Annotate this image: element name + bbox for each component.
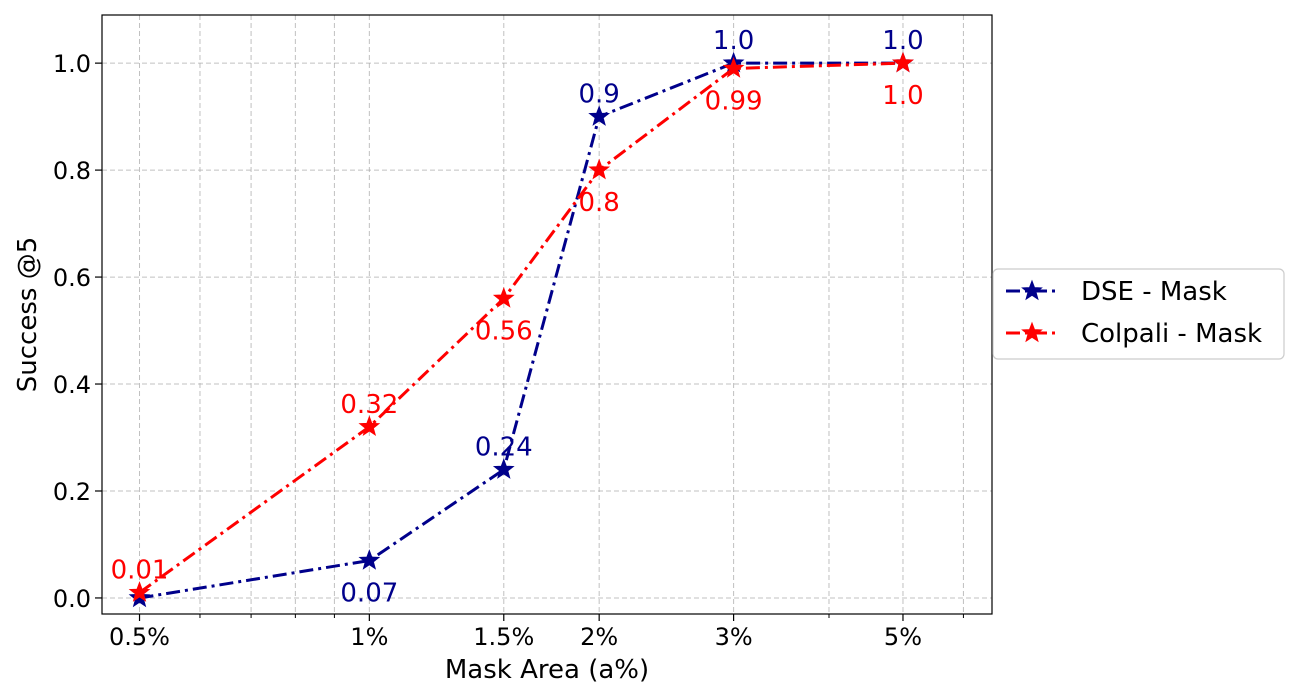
data-label: 0.56 [475,316,533,346]
series-line [139,61,903,600]
grid [102,15,992,614]
series-0: 0.07 0.24 0.9 1.0 1.0 [128,26,924,609]
legend-swatch-star [1021,279,1043,301]
y-tick-label: 0.8 [53,157,91,185]
data-point [358,415,381,437]
data-point [358,549,381,570]
x-tick-label: 1% [350,623,388,651]
series-layer: 0.07 0.24 0.9 1.0 1.0 0.01 0.32 0.56 0.8 0.99 1.0 [111,26,924,608]
legend-label: Colpali - Mask [1081,319,1262,349]
legend-box [992,268,1285,360]
data-label: 0.32 [340,390,398,420]
data-label: 0.9 [578,80,619,110]
data-label: 0.01 [111,556,169,586]
data-point [588,105,611,126]
data-label: 0.07 [340,579,398,609]
y-tick-label: 1.0 [53,50,91,78]
legend-label: DSE - Mask [1081,277,1227,307]
data-label: 0.8 [578,188,619,218]
y-axis-title: Success @5 [13,237,43,392]
plot-frame [101,14,993,615]
legend: DSE - Mask Colpali - Mask [992,268,1285,360]
y-tick-label: 0.6 [53,264,91,292]
x-tick-label: 0.5% [109,623,170,651]
data-label: 1.0 [882,81,923,111]
x-tick-label: 1.5% [473,623,534,651]
data-label: 0.24 [475,433,533,463]
y-tick-label: 0.0 [53,585,91,613]
y-tick-label: 0.4 [53,371,91,399]
data-label: 1.0 [882,26,923,56]
data-point [892,51,914,73]
x-tick-label: 2% [580,623,618,651]
x-tick-label: 5% [884,623,922,651]
x-tick-label: 3% [715,623,753,651]
series-1: 0.01 0.32 0.56 0.8 0.99 1.0 [111,51,924,602]
data-point [128,581,151,602]
data-point [722,57,745,78]
x-axis-title: Mask Area (a%) [445,655,649,685]
data-point [492,287,515,308]
series-line [138,61,904,594]
data-point [492,458,515,479]
data-label: 0.99 [705,86,763,116]
y-tick-label: 0.2 [53,478,91,506]
data-label: 1.0 [713,26,754,56]
ticks: 0.5% 1% 1.5% 2% 3% 5% 0.0 0.2 0.4 0.6 0.8 1.0 [53,50,964,651]
data-point [588,158,611,180]
legend-swatch-star [1021,321,1043,343]
